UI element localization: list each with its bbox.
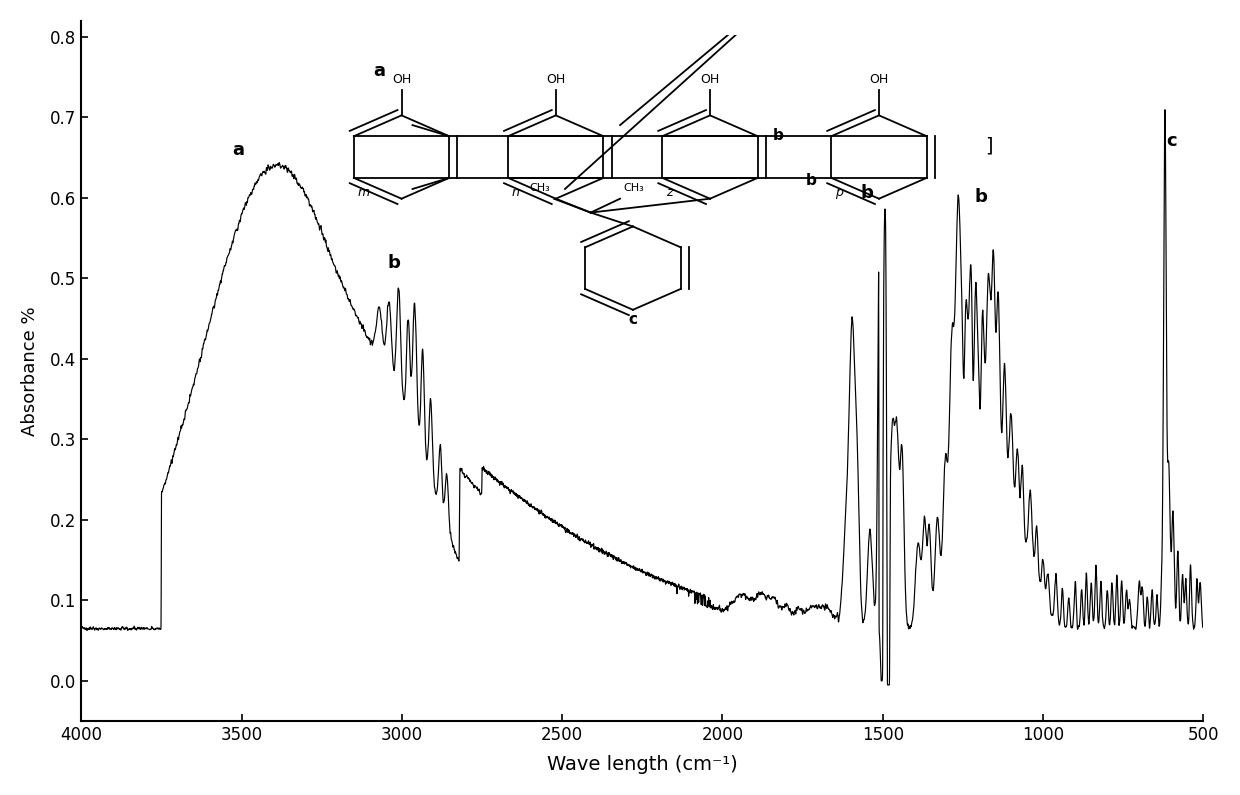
Text: b: b — [975, 188, 987, 206]
Text: b: b — [861, 184, 873, 202]
Y-axis label: Absorbance %: Absorbance % — [21, 306, 38, 436]
Text: c: c — [1167, 132, 1177, 149]
Text: a: a — [233, 142, 244, 159]
Text: b: b — [387, 254, 401, 272]
X-axis label: Wave length (cm⁻¹): Wave length (cm⁻¹) — [547, 755, 738, 774]
